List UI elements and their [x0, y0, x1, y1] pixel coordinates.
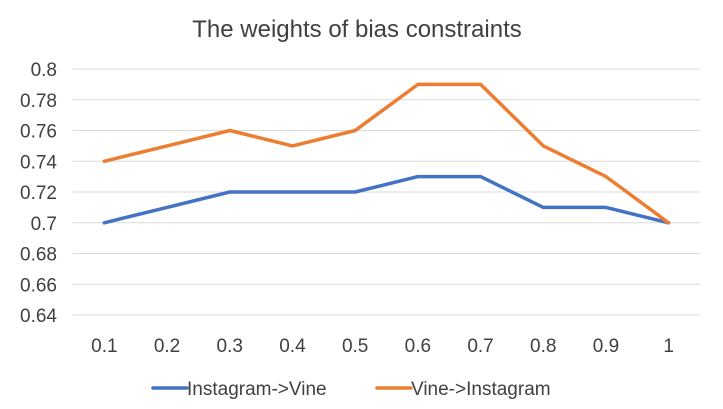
legend-label: Vine->Instagram — [411, 379, 551, 400]
y-tick-label: 0.72 — [20, 183, 57, 204]
x-tick-label: 0.4 — [279, 336, 306, 357]
legend: Instagram->Vine Vine->Instagram — [153, 379, 551, 400]
y-tick-label: 0.74 — [20, 152, 57, 173]
x-axis-tick-labels: 0.1 0.2 0.3 0.4 0.5 0.6 0.7 0.8 0.9 1 — [91, 336, 674, 357]
y-tick-label: 0.8 — [31, 60, 57, 81]
y-axis-tick-labels: 0.64 0.66 0.68 0.7 0.72 0.74 0.76 0.78 0.8 — [20, 60, 57, 327]
x-tick-label: 0.9 — [593, 336, 619, 357]
y-tick-label: 0.76 — [20, 122, 57, 143]
x-tick-label: 0.8 — [530, 336, 556, 357]
x-tick-label: 0.5 — [342, 336, 368, 357]
chart-title: The weights of bias constraints — [192, 16, 522, 43]
x-tick-label: 0.6 — [405, 336, 431, 357]
x-tick-label: 1 — [663, 336, 674, 357]
x-tick-label: 0.7 — [467, 336, 493, 357]
x-tick-label: 0.1 — [91, 336, 117, 357]
y-tick-label: 0.66 — [20, 275, 57, 296]
legend-label: Instagram->Vine — [187, 379, 327, 400]
data-series — [104, 84, 668, 222]
y-tick-label: 0.64 — [20, 306, 57, 327]
series-line-1 — [104, 177, 668, 223]
y-tick-label: 0.78 — [20, 91, 57, 112]
x-tick-label: 0.3 — [217, 336, 243, 357]
y-tick-label: 0.68 — [20, 245, 57, 266]
x-tick-label: 0.2 — [154, 336, 180, 357]
y-tick-label: 0.7 — [31, 214, 57, 235]
